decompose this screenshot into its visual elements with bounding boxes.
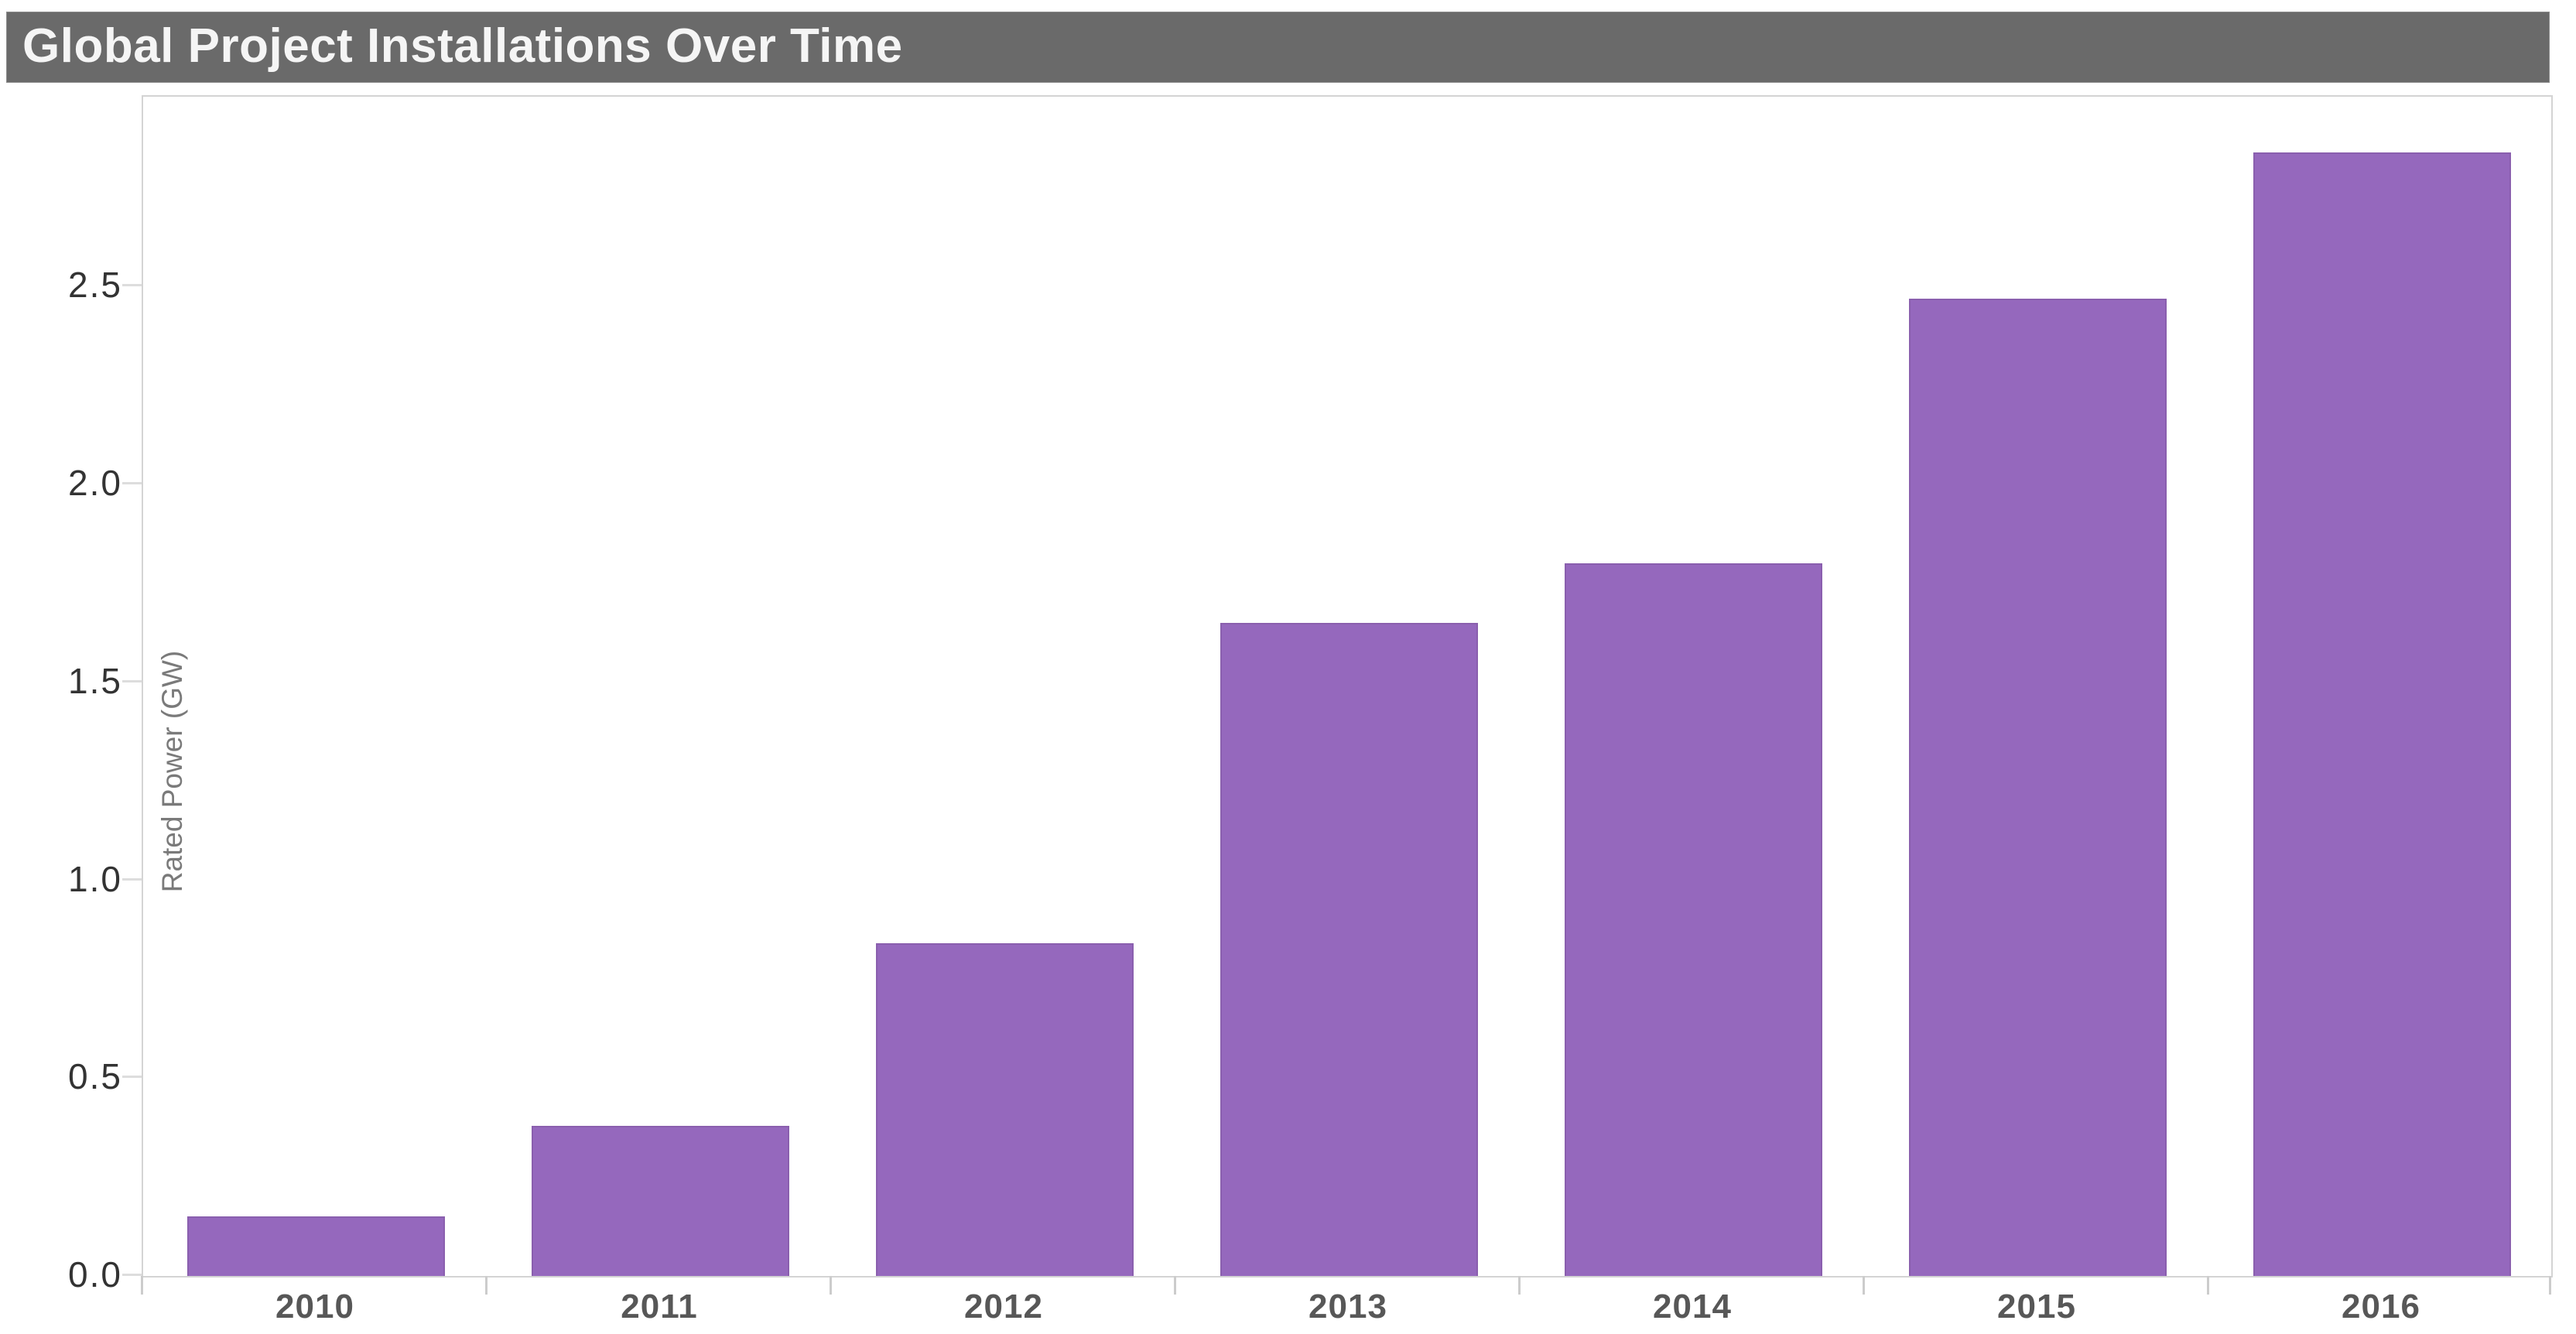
x-tick-label-2010: 2010: [275, 1288, 354, 1325]
x-tick-label-2013: 2013: [1309, 1288, 1387, 1325]
x-tick-mark: [485, 1276, 487, 1295]
y-tick-label: 0.0: [68, 1254, 122, 1295]
y-tick-mark: [122, 680, 142, 682]
x-tick-label-2012: 2012: [964, 1288, 1043, 1325]
y-tick-mark: [122, 878, 142, 881]
bar-2013[interactable]: [1220, 623, 1478, 1276]
bar-2014[interactable]: [1565, 563, 1822, 1276]
y-tick-label: 1.0: [68, 859, 122, 899]
y-tick-label: 2.0: [68, 463, 122, 503]
bar-2015[interactable]: [1909, 299, 2167, 1276]
x-tick-mark: [141, 1276, 143, 1295]
x-tick-label-2011: 2011: [621, 1288, 698, 1325]
x-tick-mark: [1174, 1276, 1176, 1295]
y-tick-mark: [122, 284, 142, 286]
bar-2011[interactable]: [532, 1126, 789, 1276]
chart-title-bar: Global Project Installations Over Time: [6, 12, 2550, 83]
y-tick-label: 0.5: [68, 1056, 122, 1096]
x-tick-mark: [1518, 1276, 1521, 1295]
y-tick-mark: [122, 1076, 142, 1078]
chart-title: Global Project Installations Over Time: [22, 19, 903, 73]
bar-2012[interactable]: [876, 943, 1134, 1276]
y-axis-title: Rated Power (GW): [156, 650, 188, 893]
bar-2016[interactable]: [2253, 152, 2511, 1276]
x-tick-mark: [1863, 1276, 1865, 1295]
x-tick-mark: [2549, 1276, 2551, 1295]
y-tick-label: 2.5: [68, 265, 122, 305]
x-tick-label-2014: 2014: [1653, 1288, 1732, 1325]
y-tick-mark: [122, 482, 142, 484]
bar-2010[interactable]: [187, 1216, 445, 1276]
x-tick-label-2016: 2016: [2342, 1288, 2420, 1325]
x-tick-mark: [830, 1276, 832, 1295]
y-tick-mark: [122, 1274, 142, 1276]
plot-area: Rated Power (GW): [142, 95, 2553, 1278]
x-tick-mark: [2207, 1276, 2209, 1295]
x-tick-label-2015: 2015: [1997, 1288, 2076, 1325]
y-tick-label: 1.5: [68, 661, 122, 701]
